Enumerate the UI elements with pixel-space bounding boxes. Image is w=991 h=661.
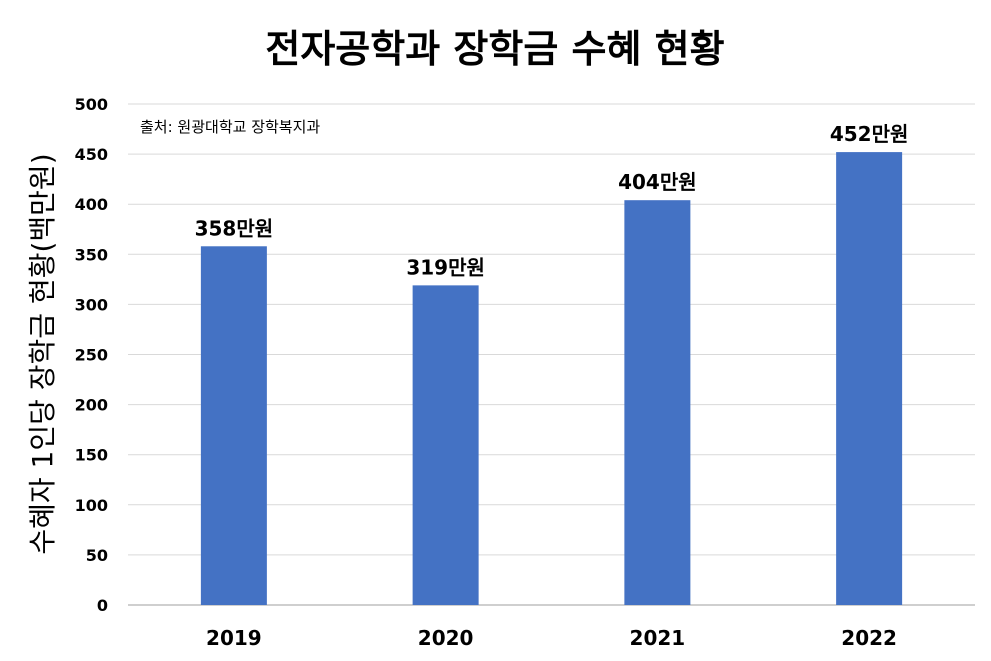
y-axis-tick-label: 150 (75, 446, 108, 465)
x-axis-tick-label-2022: 2022 (841, 626, 897, 650)
source-annotation: 출처: 원광대학교 장학복지과 (140, 118, 320, 136)
x-axis-tick-label-2021: 2021 (630, 626, 686, 650)
y-axis-label: 수혜자 1인당 장학금 현황(백만원) (26, 153, 59, 554)
y-axis-tick-label: 450 (75, 145, 108, 164)
y-axis-tick-label: 350 (75, 245, 108, 264)
bar-2020 (412, 285, 479, 605)
gridlines (128, 103, 975, 606)
y-axis-tick-label: 500 (75, 95, 108, 114)
data-label-2019: 358만원 (195, 216, 274, 240)
x-axis-ticks: 2019 2020 2021 2022 (206, 626, 897, 650)
x-axis-tick-label-2019: 2019 (206, 626, 262, 650)
y-axis-tick-label: 400 (75, 195, 108, 214)
bar-2022 (836, 152, 903, 605)
y-axis-tick-label: 250 (75, 346, 108, 365)
y-axis-ticks: 0 50 100 150 200 250 300 350 400 450 500 (75, 95, 108, 615)
bar-2019 (200, 246, 267, 605)
y-axis-tick-label: 50 (86, 546, 108, 565)
y-axis-tick-label: 200 (75, 396, 108, 415)
y-axis-tick-label: 0 (97, 596, 108, 615)
data-label-2021: 404만원 (618, 170, 697, 194)
y-axis-tick-label: 300 (75, 295, 108, 314)
data-label-2022: 452만원 (830, 122, 909, 146)
y-axis-tick-label: 100 (75, 496, 108, 515)
bars (200, 152, 903, 605)
chart-title: 전자공학과 장학금 수혜 현황 (265, 27, 724, 71)
data-labels: 358만원 319만원 404만원 452만원 (195, 122, 909, 279)
x-axis-tick-label-2020: 2020 (418, 626, 474, 650)
bar-2021 (624, 200, 691, 605)
data-label-2020: 319만원 (406, 255, 485, 279)
